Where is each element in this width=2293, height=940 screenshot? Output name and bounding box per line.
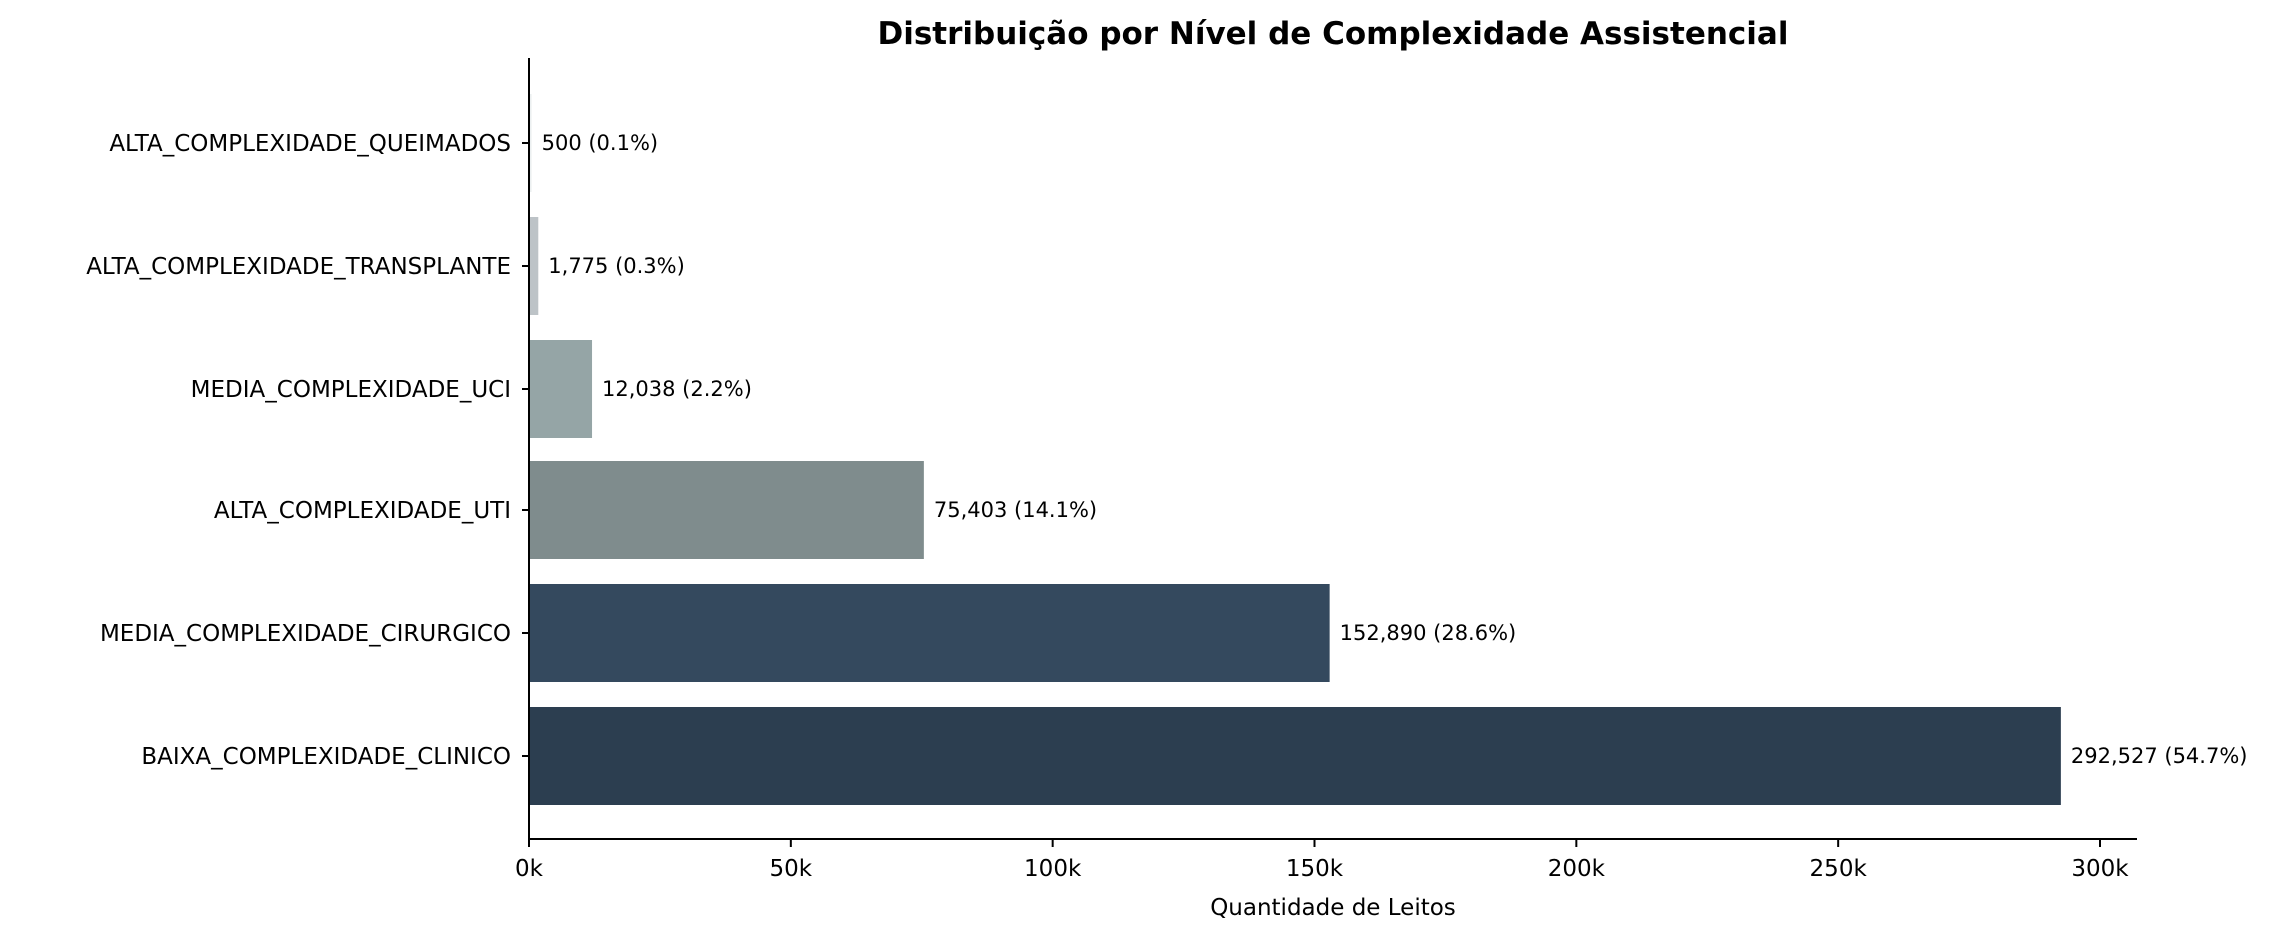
x-tick-label: 150k — [1286, 856, 1344, 882]
x-ticks: 0k 50k 100k 150k 200k 250k 300k — [515, 839, 2129, 882]
bar — [529, 217, 539, 315]
y-tick-label: MEDIA_COMPLEXIDADE_CIRURGICO — [100, 621, 511, 647]
bar — [529, 707, 2061, 805]
x-tick-label: 50k — [770, 856, 813, 882]
y-tick-labels: ALTA_COMPLEXIDADE_QUEIMADOS ALTA_COMPLEXI… — [86, 131, 529, 770]
x-tick-label: 100k — [1024, 856, 1082, 882]
data-label: 1,775 (0.3%) — [548, 254, 685, 278]
x-axis-label: Quantidade de Leitos — [1210, 895, 1456, 921]
bar — [529, 461, 924, 559]
y-tick-label: BAIXA_COMPLEXIDADE_CLINICO — [141, 744, 511, 770]
y-tick-label: ALTA_COMPLEXIDADE_QUEIMADOS — [109, 131, 511, 157]
y-tick-label: MEDIA_COMPLEXIDADE_UCI — [191, 377, 511, 403]
x-tick-label: 300k — [2071, 856, 2129, 882]
data-label: 500 (0.1%) — [542, 131, 659, 155]
bar — [529, 340, 593, 438]
x-tick-label: 0k — [515, 856, 544, 882]
data-label: 152,890 (28.6%) — [1340, 621, 1517, 645]
bar — [529, 94, 532, 192]
y-tick-label: ALTA_COMPLEXIDADE_UTI — [214, 498, 511, 524]
data-label: 292,527 (54.7%) — [2071, 744, 2248, 768]
bars-group: 500 (0.1%) 1,775 (0.3%) 12,038 (2.2%) 75,40… — [529, 94, 2247, 805]
data-label: 75,403 (14.1%) — [934, 498, 1097, 522]
chart-title: Distribuição por Nível de Complexidade A… — [878, 16, 1789, 52]
x-tick-label: 200k — [1548, 856, 1606, 882]
y-tick-label: ALTA_COMPLEXIDADE_TRANSPLANTE — [86, 254, 511, 280]
bar — [529, 584, 1330, 682]
x-tick-label: 250k — [1810, 856, 1868, 882]
data-label: 12,038 (2.2%) — [602, 377, 752, 401]
